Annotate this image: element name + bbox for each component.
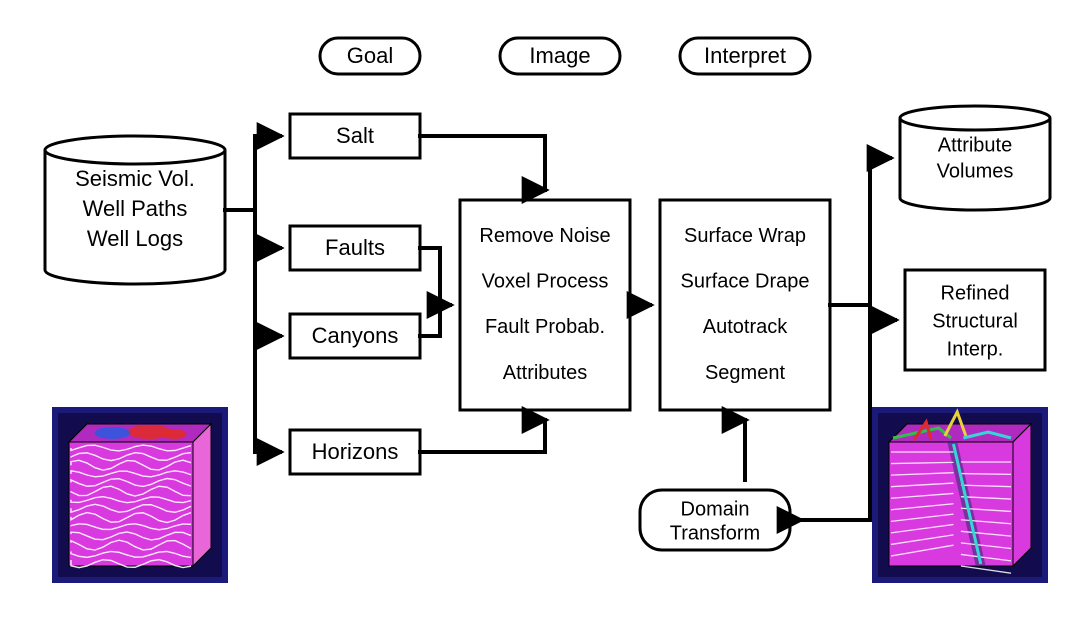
header-pill-interpret: Interpret bbox=[680, 38, 810, 74]
goal-node-label: Faults bbox=[325, 235, 385, 260]
arrow-canyons-merge bbox=[420, 305, 440, 336]
input-cylinder: Seismic Vol. Well Paths Well Logs bbox=[45, 136, 225, 284]
interpret-ops-line: Surface Wrap bbox=[684, 225, 806, 247]
goal-node-faults: Faults bbox=[290, 226, 420, 270]
arrow-horizons-to-image-bot bbox=[420, 420, 545, 452]
image-ops-line: Remove Noise bbox=[479, 225, 610, 247]
domain-transform-line: Transform bbox=[670, 522, 760, 544]
interpret-ops-box: Surface Wrap Surface Drape Autotrack Segmen… bbox=[660, 200, 830, 410]
output-box-line: Interp. bbox=[947, 338, 1004, 360]
header-pill-label: Image bbox=[529, 43, 590, 68]
output-box-line: Structural bbox=[932, 310, 1018, 332]
goal-node-canyons: Canyons bbox=[290, 314, 420, 358]
workflow-diagram: Goal Image Interpret Seismic Vol. Well Paths… bbox=[0, 0, 1090, 620]
input-cylinder-line: Well Paths bbox=[83, 196, 188, 221]
goal-node-label: Canyons bbox=[312, 323, 399, 348]
header-pill-goal: Goal bbox=[320, 38, 420, 74]
seismic-thumb-left bbox=[55, 410, 225, 580]
header-pill-label: Interpret bbox=[704, 43, 786, 68]
output-cylinder-line: Volumes bbox=[937, 160, 1014, 182]
header-pill-label: Goal bbox=[347, 43, 393, 68]
image-ops-line: Voxel Process bbox=[482, 270, 609, 292]
input-cylinder-line: Well Logs bbox=[87, 226, 183, 251]
interpret-ops-line: Autotrack bbox=[703, 316, 788, 338]
goal-node-label: Salt bbox=[336, 123, 374, 148]
domain-transform-pill: DomainTransform bbox=[640, 490, 790, 550]
interpret-ops-line: Surface Drape bbox=[681, 270, 810, 292]
goal-node-label: Horizons bbox=[312, 439, 399, 464]
arrow-fan-salt bbox=[255, 136, 280, 452]
output-box: Refined Structural Interp. bbox=[905, 270, 1045, 370]
domain-transform-line: Domain bbox=[681, 498, 750, 520]
arrow-out-to-cyl bbox=[870, 158, 890, 305]
image-ops-line: Attributes bbox=[503, 362, 587, 384]
input-cylinder-line: Seismic Vol. bbox=[75, 166, 195, 191]
goal-node-salt: Salt bbox=[290, 114, 420, 158]
header-pill-image: Image bbox=[500, 38, 620, 74]
interpret-ops-line: Segment bbox=[705, 362, 785, 384]
image-ops-box: Remove Noise Voxel Process Fault Probab. At… bbox=[460, 200, 630, 410]
arrow-salt-to-image-top bbox=[420, 136, 545, 190]
image-ops-line: Fault Probab. bbox=[485, 316, 605, 338]
output-cylinder: Attribute Volumes bbox=[900, 106, 1050, 210]
seismic-thumb-right bbox=[875, 410, 1045, 580]
output-cylinder-line: Attribute bbox=[938, 134, 1012, 156]
goal-node-horizons: Horizons bbox=[290, 430, 420, 474]
arrow-faults-merge bbox=[420, 248, 440, 305]
output-box-line: Refined bbox=[941, 282, 1010, 304]
